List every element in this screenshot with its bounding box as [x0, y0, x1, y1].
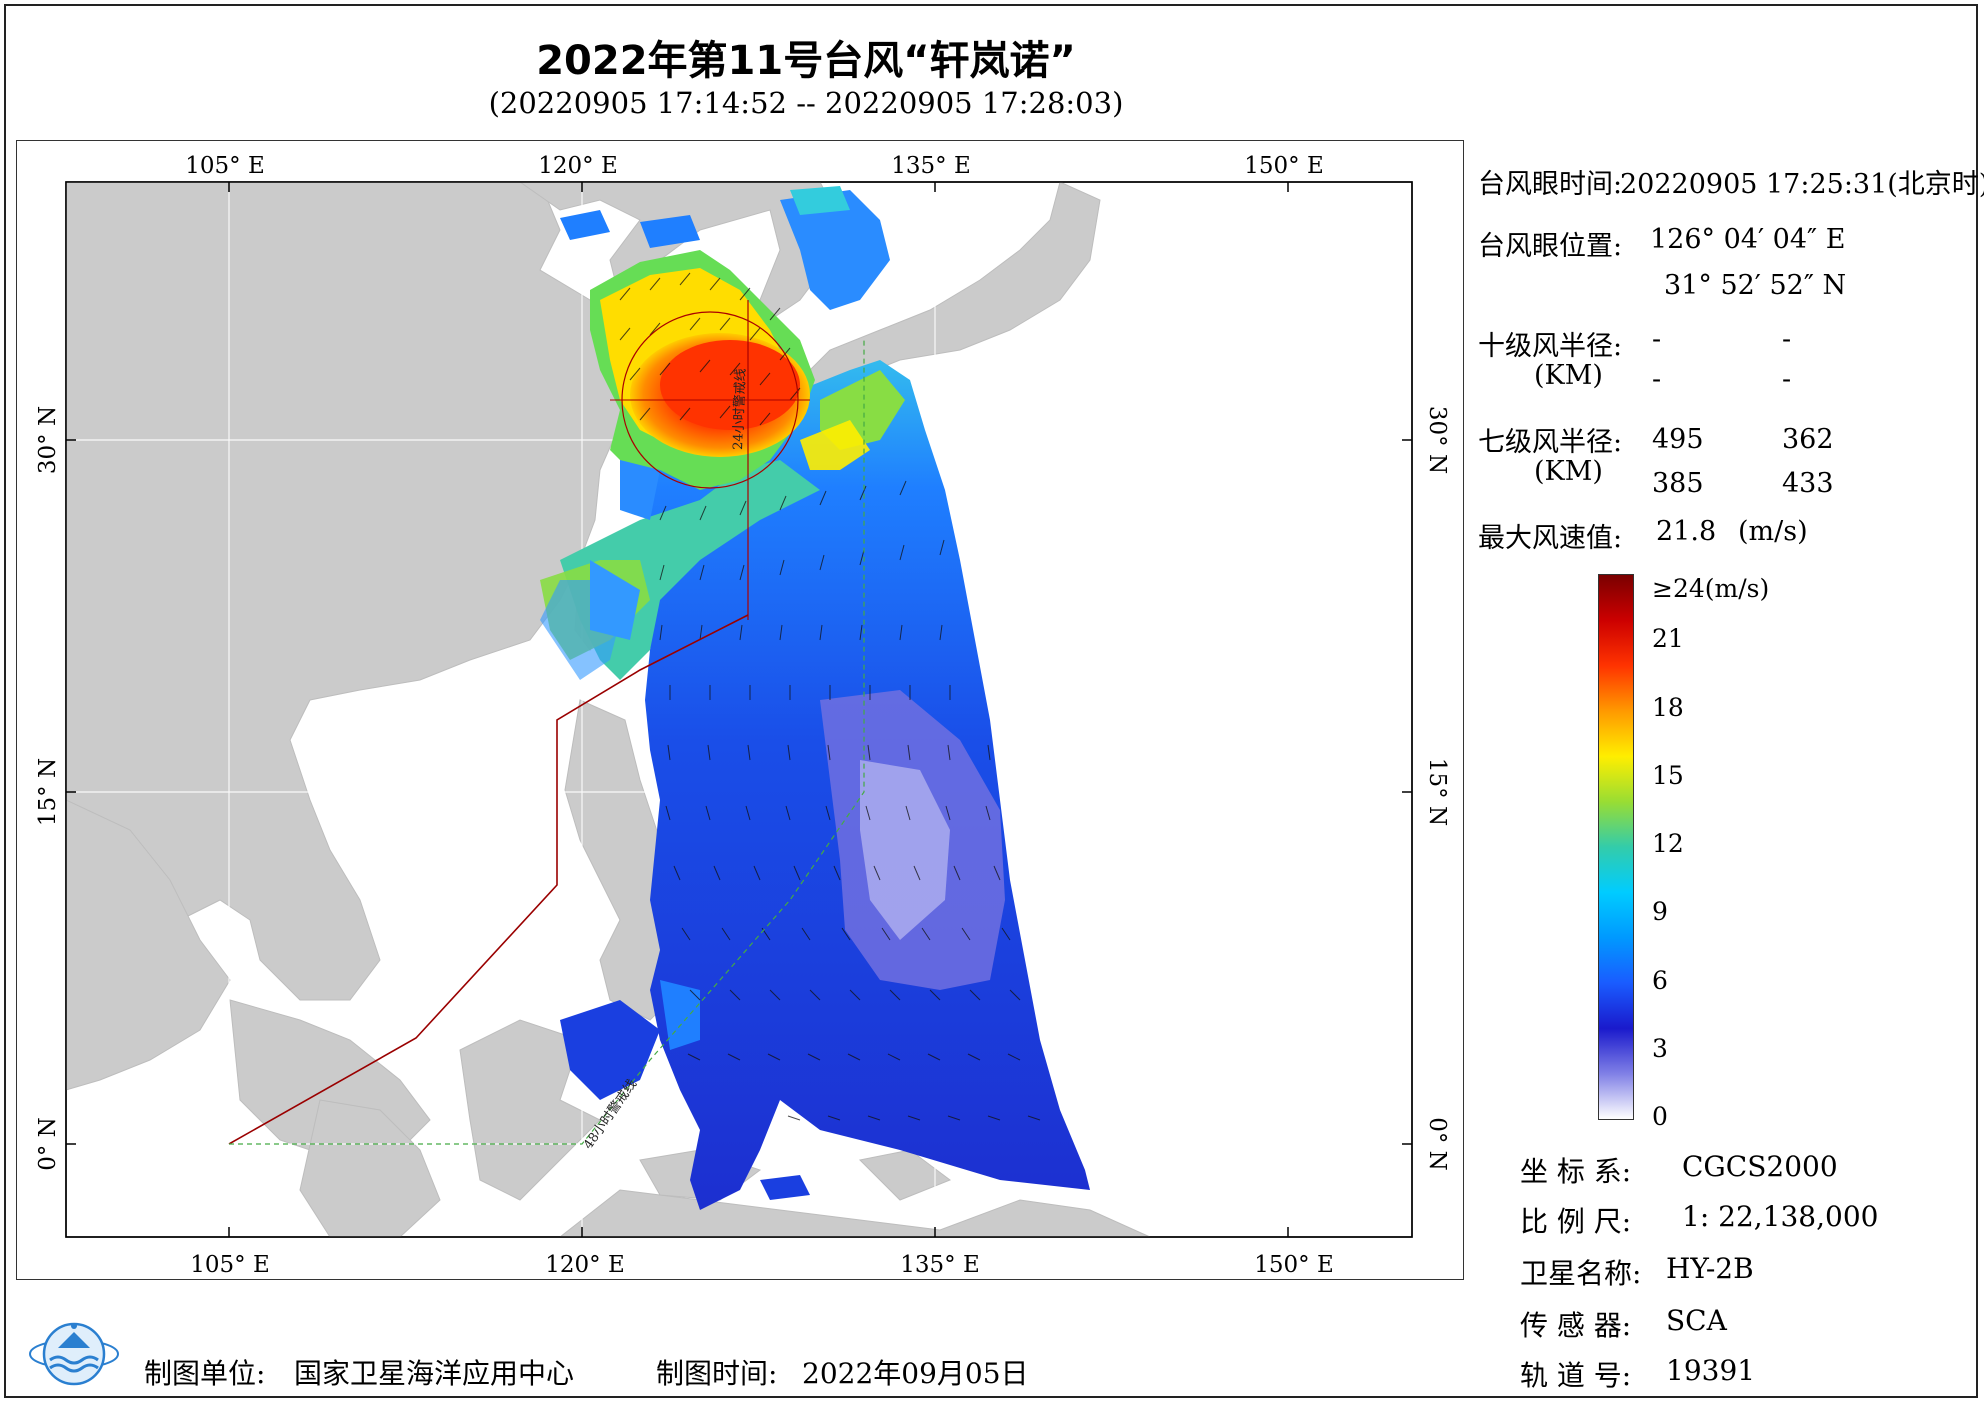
colorbar-label: 3 [1652, 1033, 1668, 1063]
map-title: 2022年第11号台风“轩岚诺” [536, 38, 1076, 84]
wind-speed-colorbar [1598, 574, 1634, 1120]
colorbar-label: 9 [1652, 897, 1668, 927]
max-wind-label: 最大风速值: [1478, 523, 1623, 554]
eye-time-label: 台风眼时间: [1478, 169, 1623, 200]
axis-ticks [66, 182, 1412, 1237]
r7-value-sw: 385 [1652, 468, 1704, 499]
producer-label: 制图单位: [144, 1357, 266, 1390]
warning-24h-label: 24小时警戒线 [730, 368, 749, 450]
typhoon-wind-map: 105° E 120° E 135° E 150° E 105° E 120° … [35, 153, 1450, 1278]
map-subtitle: (20220905 17:14:52 -- 20220905 17:28:03) [488, 86, 1124, 120]
r7-label: 七级风半径: [1478, 427, 1623, 458]
max-wind-value: 21.8 [1656, 516, 1717, 547]
lon-label-bottom-150: 150° E [1254, 1252, 1334, 1278]
r7-value-ne: 495 [1652, 424, 1704, 455]
sensor-label: 传 感 器: [1520, 1309, 1632, 1342]
eye-position-label: 台风眼位置: [1478, 231, 1623, 262]
r10-value-ne: - [1652, 324, 1662, 355]
sensor-value: SCA [1666, 1304, 1727, 1337]
lat-label-right-15: 15° N [1424, 758, 1450, 826]
lat-label-left-15: 15° N [35, 758, 61, 826]
eye-latitude: 31° 52′ 52″ N [1664, 270, 1847, 301]
satellite-label: 卫星名称: [1520, 1257, 1642, 1290]
lat-label-left-0: 0° N [35, 1117, 61, 1171]
map-frame [65, 181, 1413, 1238]
land-masses [66, 182, 1151, 1237]
colorbar-label: 0 [1652, 1102, 1668, 1131]
orbit-value: 19391 [1666, 1354, 1756, 1387]
lon-label-top-135: 135° E [891, 153, 971, 179]
colorbar-label: 6 [1652, 965, 1668, 995]
colorbar-label: ≥24(m/s) [1652, 574, 1770, 603]
page-frame [4, 4, 1978, 1398]
r10-value-sw: - [1652, 364, 1662, 395]
lon-label-bottom-120: 120° E [545, 1252, 625, 1278]
lon-label-top-120: 120° E [538, 153, 618, 179]
warning-line-24h [229, 340, 865, 1145]
production-date-value: 2022年09月05日 [802, 1357, 1029, 1390]
lon-label-bottom-135: 135° E [900, 1252, 980, 1278]
warning-line-48h [228, 614, 749, 1145]
satellite-value: HY-2B [1666, 1252, 1754, 1285]
scale-label: 比 例 尺: [1520, 1205, 1632, 1238]
colorbar-label: 15 [1652, 760, 1684, 790]
r10-value-se: - [1782, 324, 1792, 355]
wind-barbs [619, 272, 1041, 1121]
r10-label: 十级风半径: [1478, 331, 1623, 362]
nsoas-logo [29, 1322, 119, 1386]
lon-label-bottom-105: 105° E [190, 1252, 270, 1278]
crs-value: CGCS2000 [1682, 1150, 1838, 1183]
lat-label-left-30: 30° N [35, 406, 61, 474]
eye-longitude: 126° 04′ 04″ E [1650, 224, 1846, 255]
r7-unit: (KM) [1534, 456, 1603, 487]
map-container [16, 140, 1464, 1280]
lat-label-right-0: 0° N [1424, 1117, 1450, 1171]
producer-value: 国家卫星海洋应用中心 [294, 1357, 575, 1390]
colorbar-label: 12 [1652, 829, 1684, 858]
lon-label-top-105: 105° E [185, 153, 265, 179]
crs-label: 坐 标 系: [1520, 1155, 1632, 1188]
r10-value-nw: - [1782, 364, 1792, 395]
colorbar-label: 21 [1652, 624, 1684, 654]
production-date-label: 制图时间: [656, 1357, 778, 1390]
lat-label-right-30: 30° N [1424, 406, 1450, 474]
r7-value-se: 362 [1782, 424, 1834, 455]
orbit-label: 轨 道 号: [1520, 1359, 1632, 1392]
lon-label-top-150: 150° E [1244, 153, 1324, 179]
max-wind-unit: (m/s) [1738, 516, 1808, 547]
eye-time-value: 20220905 17:25:31(北京时) [1620, 169, 1984, 200]
scale-value: 1: 22,138,000 [1682, 1200, 1879, 1233]
r7-value-nw: 433 [1782, 468, 1834, 499]
r10-unit: (KM) [1534, 360, 1603, 391]
colorbar-label: 18 [1652, 692, 1684, 722]
